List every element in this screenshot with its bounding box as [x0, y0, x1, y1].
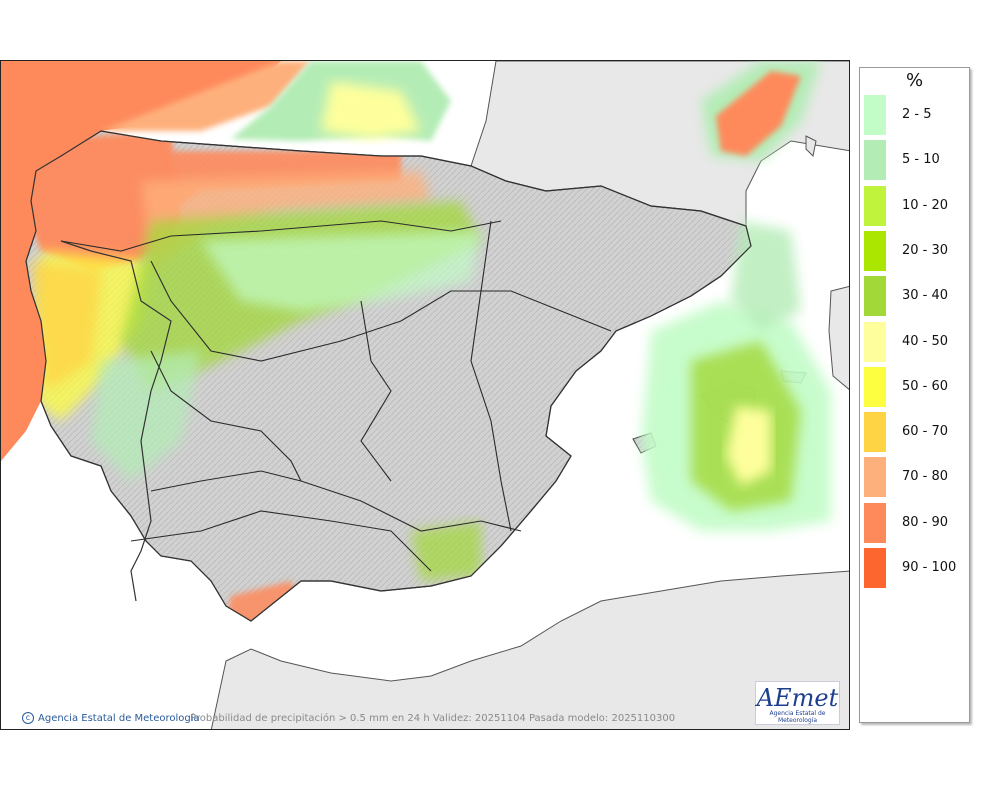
map-frame [0, 60, 850, 730]
legend-swatch [864, 140, 886, 181]
legend-item: 20 - 30 [864, 230, 968, 271]
logo-subtitle: Agencia Estatal de Meteorología [769, 710, 826, 724]
legend-label: 30 - 40 [902, 288, 949, 304]
atlantic-high-probability-field [1, 61, 281, 461]
legend-label: 70 - 80 [902, 469, 949, 485]
center-light-green-area [201, 231, 481, 311]
agency-credit: c Agencia Estatal de Meteorología [22, 712, 200, 724]
legend-swatch [864, 366, 886, 407]
land-precipitation-layer [26, 131, 481, 621]
legend-swatch [864, 548, 886, 588]
legend-item: 2 - 5 [864, 95, 968, 135]
agency-credit-text: Agencia Estatal de Meteorología [38, 712, 200, 724]
africa-land [210, 570, 849, 729]
legend-label: 10 - 20 [902, 197, 949, 213]
legend-swatch [864, 230, 886, 271]
legend-label: 20 - 30 [902, 242, 949, 258]
portugal-border [60, 240, 172, 602]
legend-item: 40 - 50 [864, 321, 968, 362]
legend-unit: % [905, 70, 924, 91]
legend-item: 90 - 100 [864, 548, 968, 588]
regional-boundaries [60, 220, 612, 572]
legend-label: 5 - 10 [902, 152, 940, 168]
legend-item: 50 - 60 [864, 366, 968, 407]
atlantic-orange-band [101, 61, 311, 131]
legend-label: 40 - 50 [902, 333, 949, 349]
legend-item: 60 - 70 [864, 412, 968, 453]
legend-label: 50 - 60 [902, 378, 949, 394]
gulf-of-lion-core [716, 71, 801, 156]
north-orange-band [141, 171, 431, 271]
legend-item: 5 - 10 [864, 140, 968, 181]
logo-word: AEmet [756, 684, 839, 712]
sardinia-land [828, 285, 849, 390]
legend-swatch [864, 276, 886, 317]
legend-panel: % 2 - 5 5 - 10 10 - 20 20 - 30 30 - 40 40 - 5… [859, 67, 970, 723]
murcia-green-area [411, 521, 481, 581]
balearic-yellow-core [726, 406, 771, 486]
legend-swatch [864, 185, 886, 226]
legend-swatch [864, 321, 886, 362]
iberia-coastline [25, 130, 752, 622]
legend-item: 30 - 40 [864, 276, 968, 317]
legend-label: 90 - 100 [902, 560, 957, 575]
legend-swatch [864, 457, 886, 498]
legend-item: 70 - 80 [864, 457, 968, 498]
atlantic-yellow-band [321, 81, 421, 139]
copyright-icon: c [22, 712, 34, 724]
legend-label: 80 - 90 [902, 514, 949, 530]
legend-label: 60 - 70 [902, 424, 949, 440]
legend-swatch [864, 412, 886, 453]
map-caption: Probabilidad de precipitación > 0.5 mm e… [190, 713, 676, 724]
legend-item: 10 - 20 [864, 185, 968, 226]
legend-swatch [864, 95, 886, 135]
gibraltar-red-area [226, 581, 301, 621]
legend-item: 80 - 90 [864, 502, 968, 543]
legend-swatch [864, 502, 886, 543]
corsica-land [805, 135, 817, 158]
west-orange-band [31, 261, 101, 391]
galicia-red-area [26, 131, 181, 271]
aemet-logo: AEmet Agencia Estatal de Meteorología [755, 681, 840, 725]
legend-label: 2 - 5 [902, 107, 932, 122]
precipitation-probability-map [1, 61, 849, 729]
